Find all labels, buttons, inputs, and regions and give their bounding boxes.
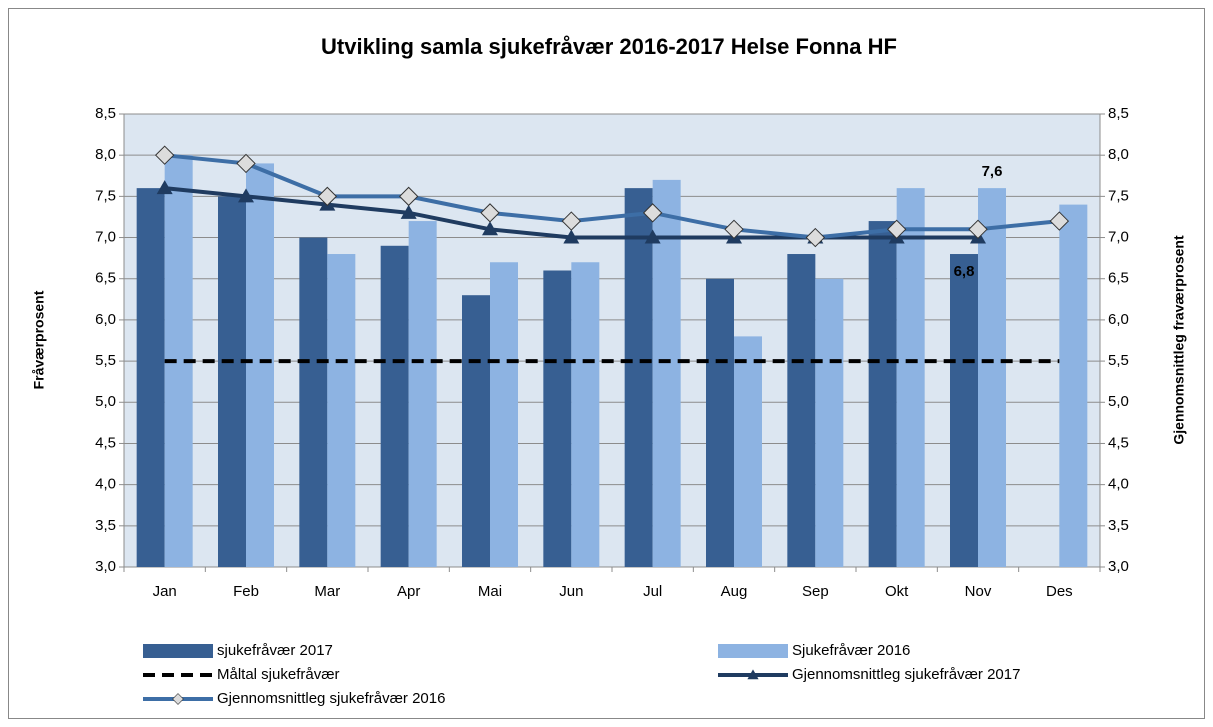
bar [815,278,844,567]
marker [644,229,661,244]
x-tick-label: Jan [153,583,177,600]
legend-label: Gjennomsnittleg sjukefråvær 2016 [217,690,445,707]
bar [1059,204,1088,567]
legend-label: Gjennomsnittleg sjukefråvær 2017 [792,666,1020,683]
y-tick-label: 7,0 [95,229,116,246]
bar [380,245,409,568]
y-tick-label: 3,0 [95,558,116,575]
legend-item: Gjennomsnittleg sjukefråvær 2016 [143,690,445,707]
bar [136,188,165,568]
legend-swatch [718,644,788,658]
marker [238,188,254,203]
marker [968,219,988,240]
marker [154,145,175,165]
marker [236,153,256,174]
legend-swatch [143,644,213,658]
x-tick-label: Jun [559,583,583,600]
bar [462,295,490,567]
marker [482,221,498,236]
legend-item: sjukefråvær 2017 [143,642,333,659]
marker [400,204,417,219]
marker [886,219,907,240]
plot-area [124,114,1100,567]
marker [561,211,582,231]
bar [652,179,681,567]
chart-title: Utvikling samla sjukefråvær 2016-2017 He… [321,34,897,59]
y2-tick-label: 6,5 [1108,270,1129,287]
legend-item: Sjukefråvær 2016 [718,642,910,659]
legend-label: Sjukefråvær 2016 [792,642,910,659]
marker [747,669,759,680]
y-tick-label: 5,0 [95,393,116,410]
x-tick-label: Sep [802,583,829,600]
bar [978,188,1006,568]
legend-item: Gjennomsnittleg sjukefråvær 2017 [718,666,1020,683]
y-axis-title: Fråværprosent [31,290,47,389]
y-tick-label: 6,0 [95,311,116,328]
y2-tick-label: 3,0 [1108,558,1129,575]
y2-tick-label: 7,0 [1108,229,1129,246]
bar [246,163,274,567]
y-tick-label: 8,0 [95,146,116,163]
bar [896,188,925,568]
bar [706,278,734,567]
marker [480,203,500,223]
data-label: 6,8 [954,263,975,280]
x-tick-label: Mai [478,583,502,600]
bar [734,336,762,567]
y-tick-label: 8,5 [95,105,116,122]
y2-tick-label: 4,5 [1108,434,1129,451]
y-tick-label: 4,0 [95,476,116,493]
x-tick-label: Des [1046,583,1073,600]
bar [571,262,600,567]
y-tick-label: 4,5 [95,434,116,451]
bar [624,188,653,568]
y2-tick-label: 5,5 [1108,352,1129,369]
marker [317,186,338,207]
x-tick-label: Jul [643,583,662,600]
bar [950,254,978,567]
data-label: 7,6 [982,163,1003,180]
x-tick-label: Nov [965,583,992,600]
bar [327,254,356,567]
bar [787,254,816,567]
marker [1049,211,1070,231]
marker [398,186,419,207]
marker [172,693,184,705]
x-tick-label: Okt [885,583,909,600]
y2-tick-label: 8,5 [1108,105,1129,122]
marker [563,229,580,244]
y2-tick-label: 4,0 [1108,476,1129,493]
bar [218,196,246,567]
legend-label: Måltal sjukefråvær [217,666,340,683]
y2-tick-label: 8,0 [1108,146,1129,163]
y2-tick-label: 5,0 [1108,393,1129,410]
y-tick-label: 6,5 [95,270,116,287]
bar [299,237,328,567]
bar [543,270,572,567]
bar [408,221,437,567]
y-tick-label: 7,5 [95,187,116,204]
y2-axis-title: Gjennomsnittleg fraværprosent [1171,235,1187,445]
marker [156,180,173,195]
y2-tick-label: 7,5 [1108,187,1129,204]
marker [724,219,744,240]
line [164,153,1060,240]
x-tick-label: Feb [233,583,259,600]
bar [868,221,897,567]
legend-label: sjukefråvær 2017 [217,642,333,659]
y-tick-label: 3,5 [95,517,116,534]
y-tick-label: 5,5 [95,352,116,369]
y2-tick-label: 3,5 [1108,517,1129,534]
y2-tick-label: 6,0 [1108,311,1129,328]
marker [805,227,826,248]
x-tick-label: Aug [721,583,748,600]
x-tick-label: Mar [314,583,340,600]
marker [642,203,663,223]
x-tick-label: Apr [397,583,420,600]
legend-item: Måltal sjukefråvær [143,666,340,683]
bar [490,262,518,567]
